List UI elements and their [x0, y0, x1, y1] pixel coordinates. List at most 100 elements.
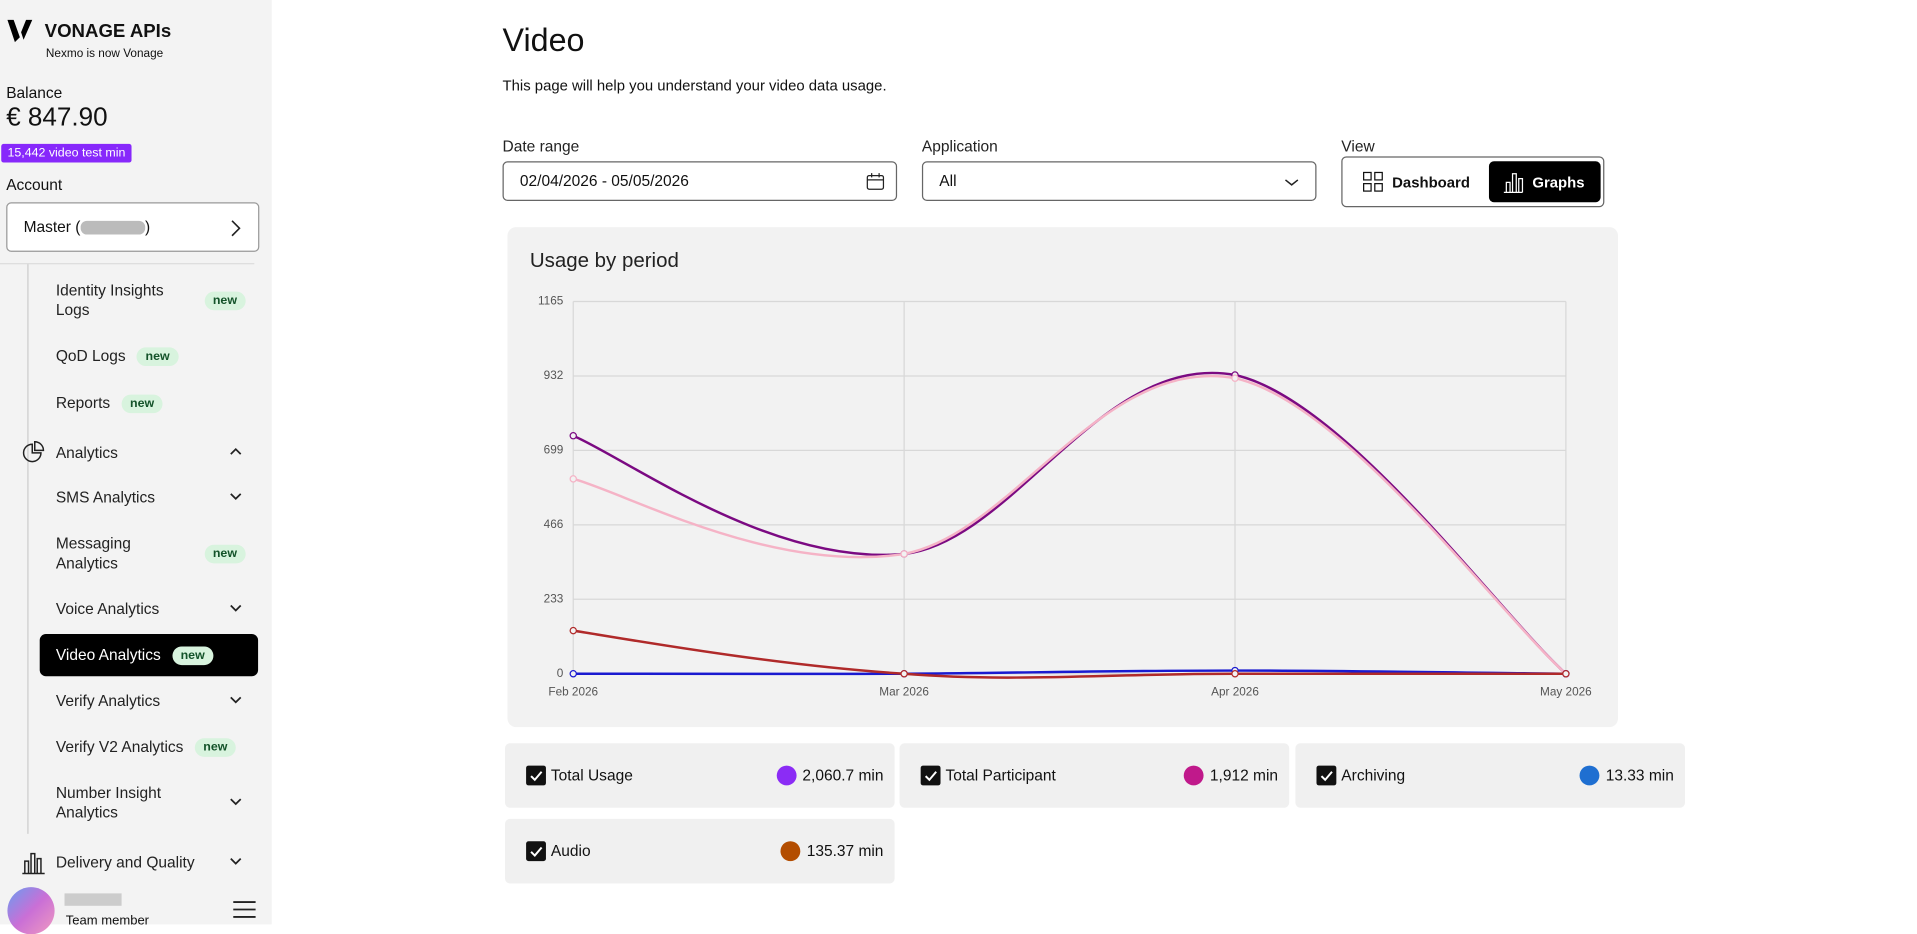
legend-name: Total Usage: [550, 766, 633, 785]
nav-label: Messaging Analytics: [55, 534, 131, 573]
legend-name: Audio: [550, 842, 591, 860]
legend-dot: [1579, 765, 1600, 786]
chevron-path: [230, 696, 242, 704]
x-tick-label: Feb 2026: [548, 685, 598, 698]
date-value: 02/04/2026 - 05/05/2026: [519, 172, 689, 190]
date-label: Date range: [502, 137, 580, 156]
y-tick-label: 233: [544, 592, 564, 605]
nav-label: QoD Logs: [55, 347, 126, 365]
nav-item[interactable]: Verify Analytics: [56, 680, 257, 722]
icon-path: [22, 440, 45, 463]
data-point: [900, 670, 908, 678]
nav-item[interactable]: Number Insight Analytics: [56, 782, 257, 824]
nav-item[interactable]: Delivery and Quality: [56, 841, 257, 883]
chart: Usage by period 0 233 466 699 932 1165 Feb 202…: [530, 249, 1592, 698]
check-mark: [924, 771, 937, 782]
legend-card[interactable]: Total Usage 2,060.7 min: [505, 743, 895, 808]
nav-item[interactable]: Analytics: [56, 432, 257, 474]
bars-icon: [1503, 172, 1524, 193]
nav-item[interactable]: SMS Analytics: [56, 476, 257, 518]
data-point: [569, 626, 577, 635]
tree-line: [27, 263, 29, 834]
credit-badge: 15,442 video test min: [1, 143, 132, 163]
nav-item[interactable]: Identity Insights Logs new: [56, 279, 257, 321]
check-mark: [530, 771, 543, 782]
section-icon: [22, 852, 45, 875]
data-point: [569, 431, 577, 440]
account-prefix: Master (: [23, 218, 81, 236]
badge: new: [204, 290, 246, 310]
chevron-down: [1285, 179, 1299, 186]
chevron: [230, 858, 242, 865]
application-label: Application: [921, 137, 998, 156]
blurred-name: [80, 220, 145, 234]
chevron: [230, 493, 242, 501]
view-graphs[interactable]: Graphs: [1488, 161, 1601, 203]
active-item-bg: [39, 634, 259, 677]
series-line: [573, 629, 1566, 679]
legend-total: 13.33 min: [1605, 766, 1674, 785]
nav-item[interactable]: Verify V2 Analytics new: [56, 726, 257, 768]
series-line: [572, 371, 1567, 675]
avatar[interactable]: [7, 887, 55, 934]
user-role: Team member: [65, 913, 150, 929]
badge: new: [194, 737, 237, 757]
series-line: [573, 669, 1566, 676]
nav-label: Verify V2 Analytics: [55, 738, 184, 756]
account-select[interactable]: Master ( ): [6, 202, 260, 252]
legend-dot: [780, 841, 801, 862]
brand: VONAGE APIs: [44, 21, 172, 43]
section-icon: [22, 440, 45, 463]
view-option: Dashboard: [1392, 173, 1470, 191]
nav-item[interactable]: Messaging Analytics new: [56, 532, 257, 574]
nav-label: Reports: [55, 394, 111, 412]
chevron: [230, 604, 242, 612]
checkbox[interactable]: [920, 765, 941, 786]
page-subtitle: This page will help you understand your …: [502, 76, 887, 95]
checkbox[interactable]: [526, 841, 546, 862]
blurred-user: [64, 893, 122, 906]
data-point: [1231, 670, 1239, 678]
data-point: [1562, 670, 1570, 678]
chevron-right: [231, 220, 241, 237]
y-tick-label: 1165: [538, 295, 564, 308]
checkbox[interactable]: [1316, 765, 1337, 786]
x-tick-label: Apr 2026: [1211, 685, 1259, 698]
nav-label: Video Analytics: [55, 646, 161, 664]
badge: new: [204, 544, 246, 563]
y-tick-label: 0: [557, 667, 564, 680]
view-dashboard[interactable]: Dashboard: [1346, 161, 1482, 202]
nav-item[interactable]: Voice Analytics: [56, 588, 257, 630]
nav-item[interactable]: Reports new: [56, 382, 257, 424]
chevron-path: [230, 604, 242, 612]
nav-label: Verify Analytics: [55, 692, 161, 710]
nav-item[interactable]: QoD Logs new: [56, 335, 257, 377]
legend-total: 2,060.7 min: [802, 766, 884, 785]
chart-panel: Usage by period 0 233 466 699 932 1165 Feb 202…: [507, 227, 1619, 728]
data-point: [900, 550, 908, 558]
series-line: [572, 374, 1567, 675]
chevron-path: [230, 798, 242, 806]
legend-card[interactable]: Audio 135.37 min: [505, 818, 895, 884]
legend-total: 1,912 min: [1209, 766, 1279, 785]
legend-card[interactable]: Archiving 13.33 min: [1295, 743, 1686, 808]
legend-dot: [1183, 765, 1204, 786]
divider: [0, 263, 255, 265]
legend-name: Total Participant: [945, 766, 1056, 785]
nav-label: Number Insight Analytics: [55, 784, 162, 822]
legend-name: Archiving: [1341, 766, 1406, 785]
calendar-icon: [866, 173, 885, 190]
date-input[interactable]: 02/04/2026 - 05/05/2026: [502, 161, 898, 202]
chevron-path: [230, 447, 242, 455]
nav-label: Delivery and Quality: [55, 853, 195, 872]
balance-label: Balance: [6, 84, 63, 102]
nav-item[interactable]: Video Analytics new: [56, 634, 257, 676]
nav-label: SMS Analytics: [55, 488, 155, 507]
legend-card[interactable]: Total Participant 1,912 min: [899, 743, 1290, 808]
checkbox[interactable]: [526, 765, 546, 786]
application-select[interactable]: All: [921, 161, 1317, 202]
menu-icon[interactable]: [232, 900, 257, 920]
view-option: Graphs: [1532, 173, 1585, 191]
